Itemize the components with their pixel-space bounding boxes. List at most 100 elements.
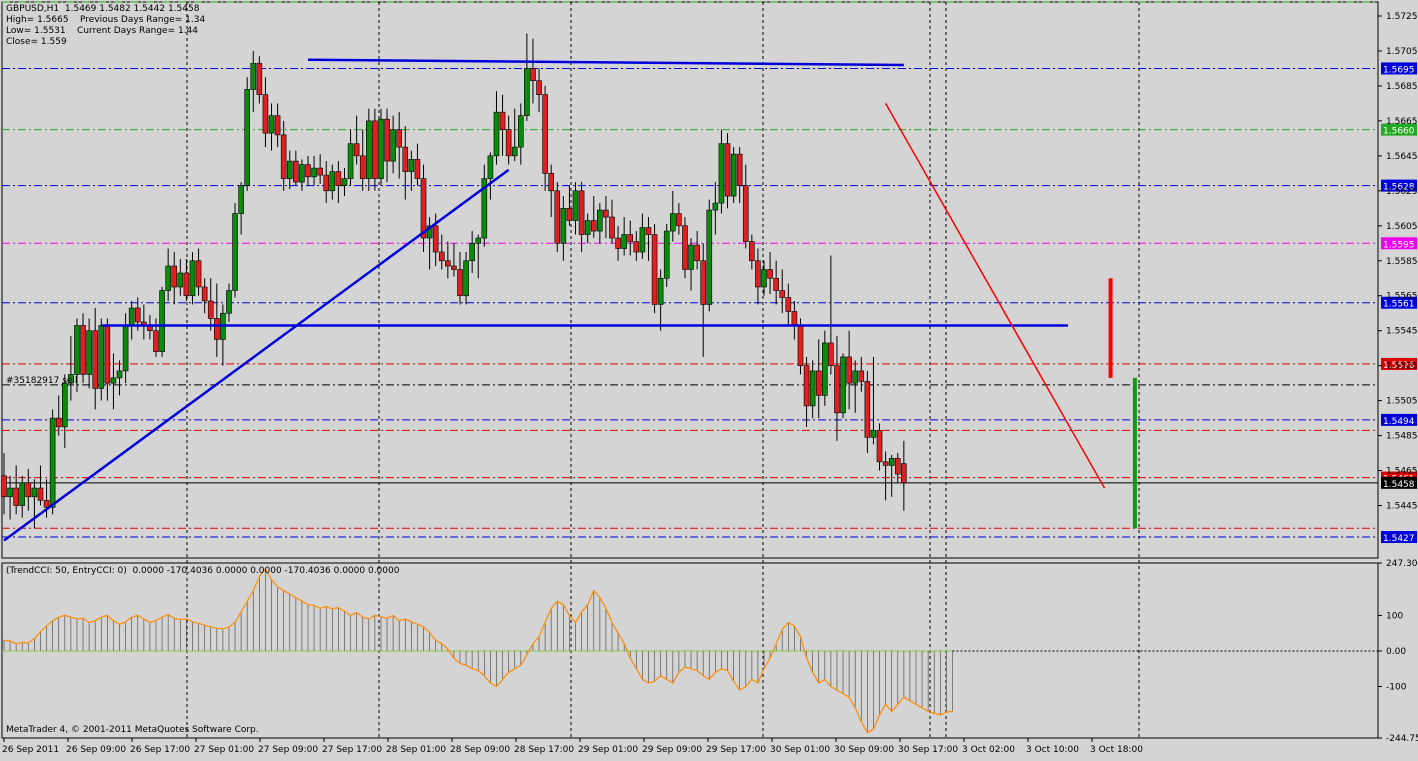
candle-body: [517, 115, 524, 148]
level-price-label: 1.5660: [1383, 127, 1415, 137]
candle-body: [621, 234, 627, 249]
trendline-resistance-top: [307, 58, 904, 67]
header-low: Low= 1.5531 Current Days Range= 1.44: [6, 26, 199, 36]
level-price-tag: [1381, 531, 1417, 544]
candle-body: [426, 225, 433, 239]
candle-body: [61, 382, 68, 428]
time-tick-label: 26 Sep 09:00: [66, 745, 126, 755]
candle-body: [420, 178, 427, 239]
candle-body: [286, 160, 293, 179]
candle-body: [669, 213, 676, 232]
candle-body: [214, 318, 220, 340]
candle-body: [712, 202, 719, 211]
candle-body: [791, 311, 798, 326]
candle-body: [749, 241, 755, 262]
candle-body: [560, 208, 567, 244]
level-price-label: 1.5561: [1383, 300, 1415, 310]
candle-body: [19, 482, 26, 506]
candle-body: [43, 500, 50, 508]
candle-body: [207, 300, 214, 319]
candle-body: [700, 260, 707, 305]
candle-body: [408, 159, 415, 172]
price-tick-label: 1.5565: [1386, 292, 1418, 302]
candle-body: [597, 209, 603, 232]
candle-body: [815, 370, 822, 396]
candle-body: [80, 325, 86, 375]
candle-body: [730, 153, 737, 197]
level-price-tag: [1381, 296, 1417, 309]
candle-body: [238, 185, 244, 214]
candle-body: [414, 159, 421, 179]
time-tick-label: 28 Sep 09:00: [450, 745, 510, 755]
candle-body: [627, 234, 634, 242]
candle-body: [329, 171, 336, 192]
candle-body: [536, 80, 542, 95]
candle-body: [1, 475, 7, 498]
candle-body: [451, 265, 457, 270]
candle-body: [31, 487, 38, 498]
price-tick-label: 1.5585: [1386, 257, 1418, 267]
level-price-tag: [1381, 476, 1417, 489]
time-tick-label: 28 Sep 17:00: [514, 745, 574, 755]
time-tick-label: 3 Oct 18:00: [1090, 745, 1143, 755]
level-price-tag: [1381, 413, 1417, 426]
candle-body: [828, 342, 834, 366]
candle-body: [603, 209, 609, 218]
candle-body: [293, 160, 299, 183]
candle-body: [347, 143, 354, 179]
candle-body: [457, 269, 463, 297]
cci-tick-label: -100: [1386, 683, 1407, 693]
copyright: MetaTrader 4, © 2001-2011 MetaQuotes Sof…: [6, 725, 259, 735]
header-high: High= 1.5665 Previous Days Range= 1.34: [6, 15, 206, 25]
candle-body: [676, 213, 682, 227]
candle-body: [256, 62, 263, 95]
candle-body: [566, 208, 573, 221]
candle-body: [250, 62, 257, 90]
candle-body: [378, 118, 384, 179]
price-tick-label: 1.5485: [1386, 432, 1418, 442]
candle-body: [195, 260, 202, 288]
candle-body: [767, 269, 773, 279]
candle-body: [74, 325, 80, 375]
level-price-label: 1.5526: [1383, 361, 1415, 371]
candle-body: [469, 242, 475, 262]
candle-body: [153, 330, 159, 352]
level-price-label: 1.5628: [1383, 183, 1415, 193]
candle-body: [657, 277, 664, 305]
time-tick-label: 29 Sep 17:00: [706, 745, 766, 755]
candle-body: [742, 185, 749, 242]
price-tick-label: 1.5525: [1386, 362, 1418, 372]
candle-body: [171, 265, 178, 288]
candle-body: [463, 260, 469, 297]
candle-body: [365, 120, 372, 179]
candle-body: [384, 118, 390, 162]
candle-body: [852, 370, 859, 384]
candle-body: [280, 134, 287, 179]
candle-body: [86, 330, 92, 375]
trendline-falling-trendline: [884, 103, 1106, 489]
candle-body: [68, 374, 74, 384]
time-tick-label: 30 Sep 09:00: [834, 745, 894, 755]
candle-body: [584, 220, 591, 235]
price-tick-label: 1.5705: [1386, 47, 1418, 57]
candle-body: [901, 463, 907, 484]
order-label: #35182917 sell: [6, 376, 78, 386]
time-tick-label: 30 Sep 01:00: [770, 745, 830, 755]
candle-body: [864, 381, 871, 438]
candle-body: [542, 94, 548, 174]
candle-body: [201, 286, 208, 302]
candle-body: [755, 260, 761, 288]
candle-body: [876, 430, 883, 463]
candle-body: [779, 290, 786, 298]
candle-body: [37, 487, 44, 501]
candle-body: [262, 94, 269, 134]
time-tick-label: 30 Sep 17:00: [898, 745, 958, 755]
level-price-label: 1.5458: [1383, 480, 1415, 490]
candle-body: [353, 143, 360, 157]
price-panel-border: [1, 1, 1379, 559]
candle-body: [834, 365, 840, 414]
candle-body: [104, 325, 111, 384]
candle-body: [633, 241, 640, 253]
candle-body: [438, 251, 445, 262]
